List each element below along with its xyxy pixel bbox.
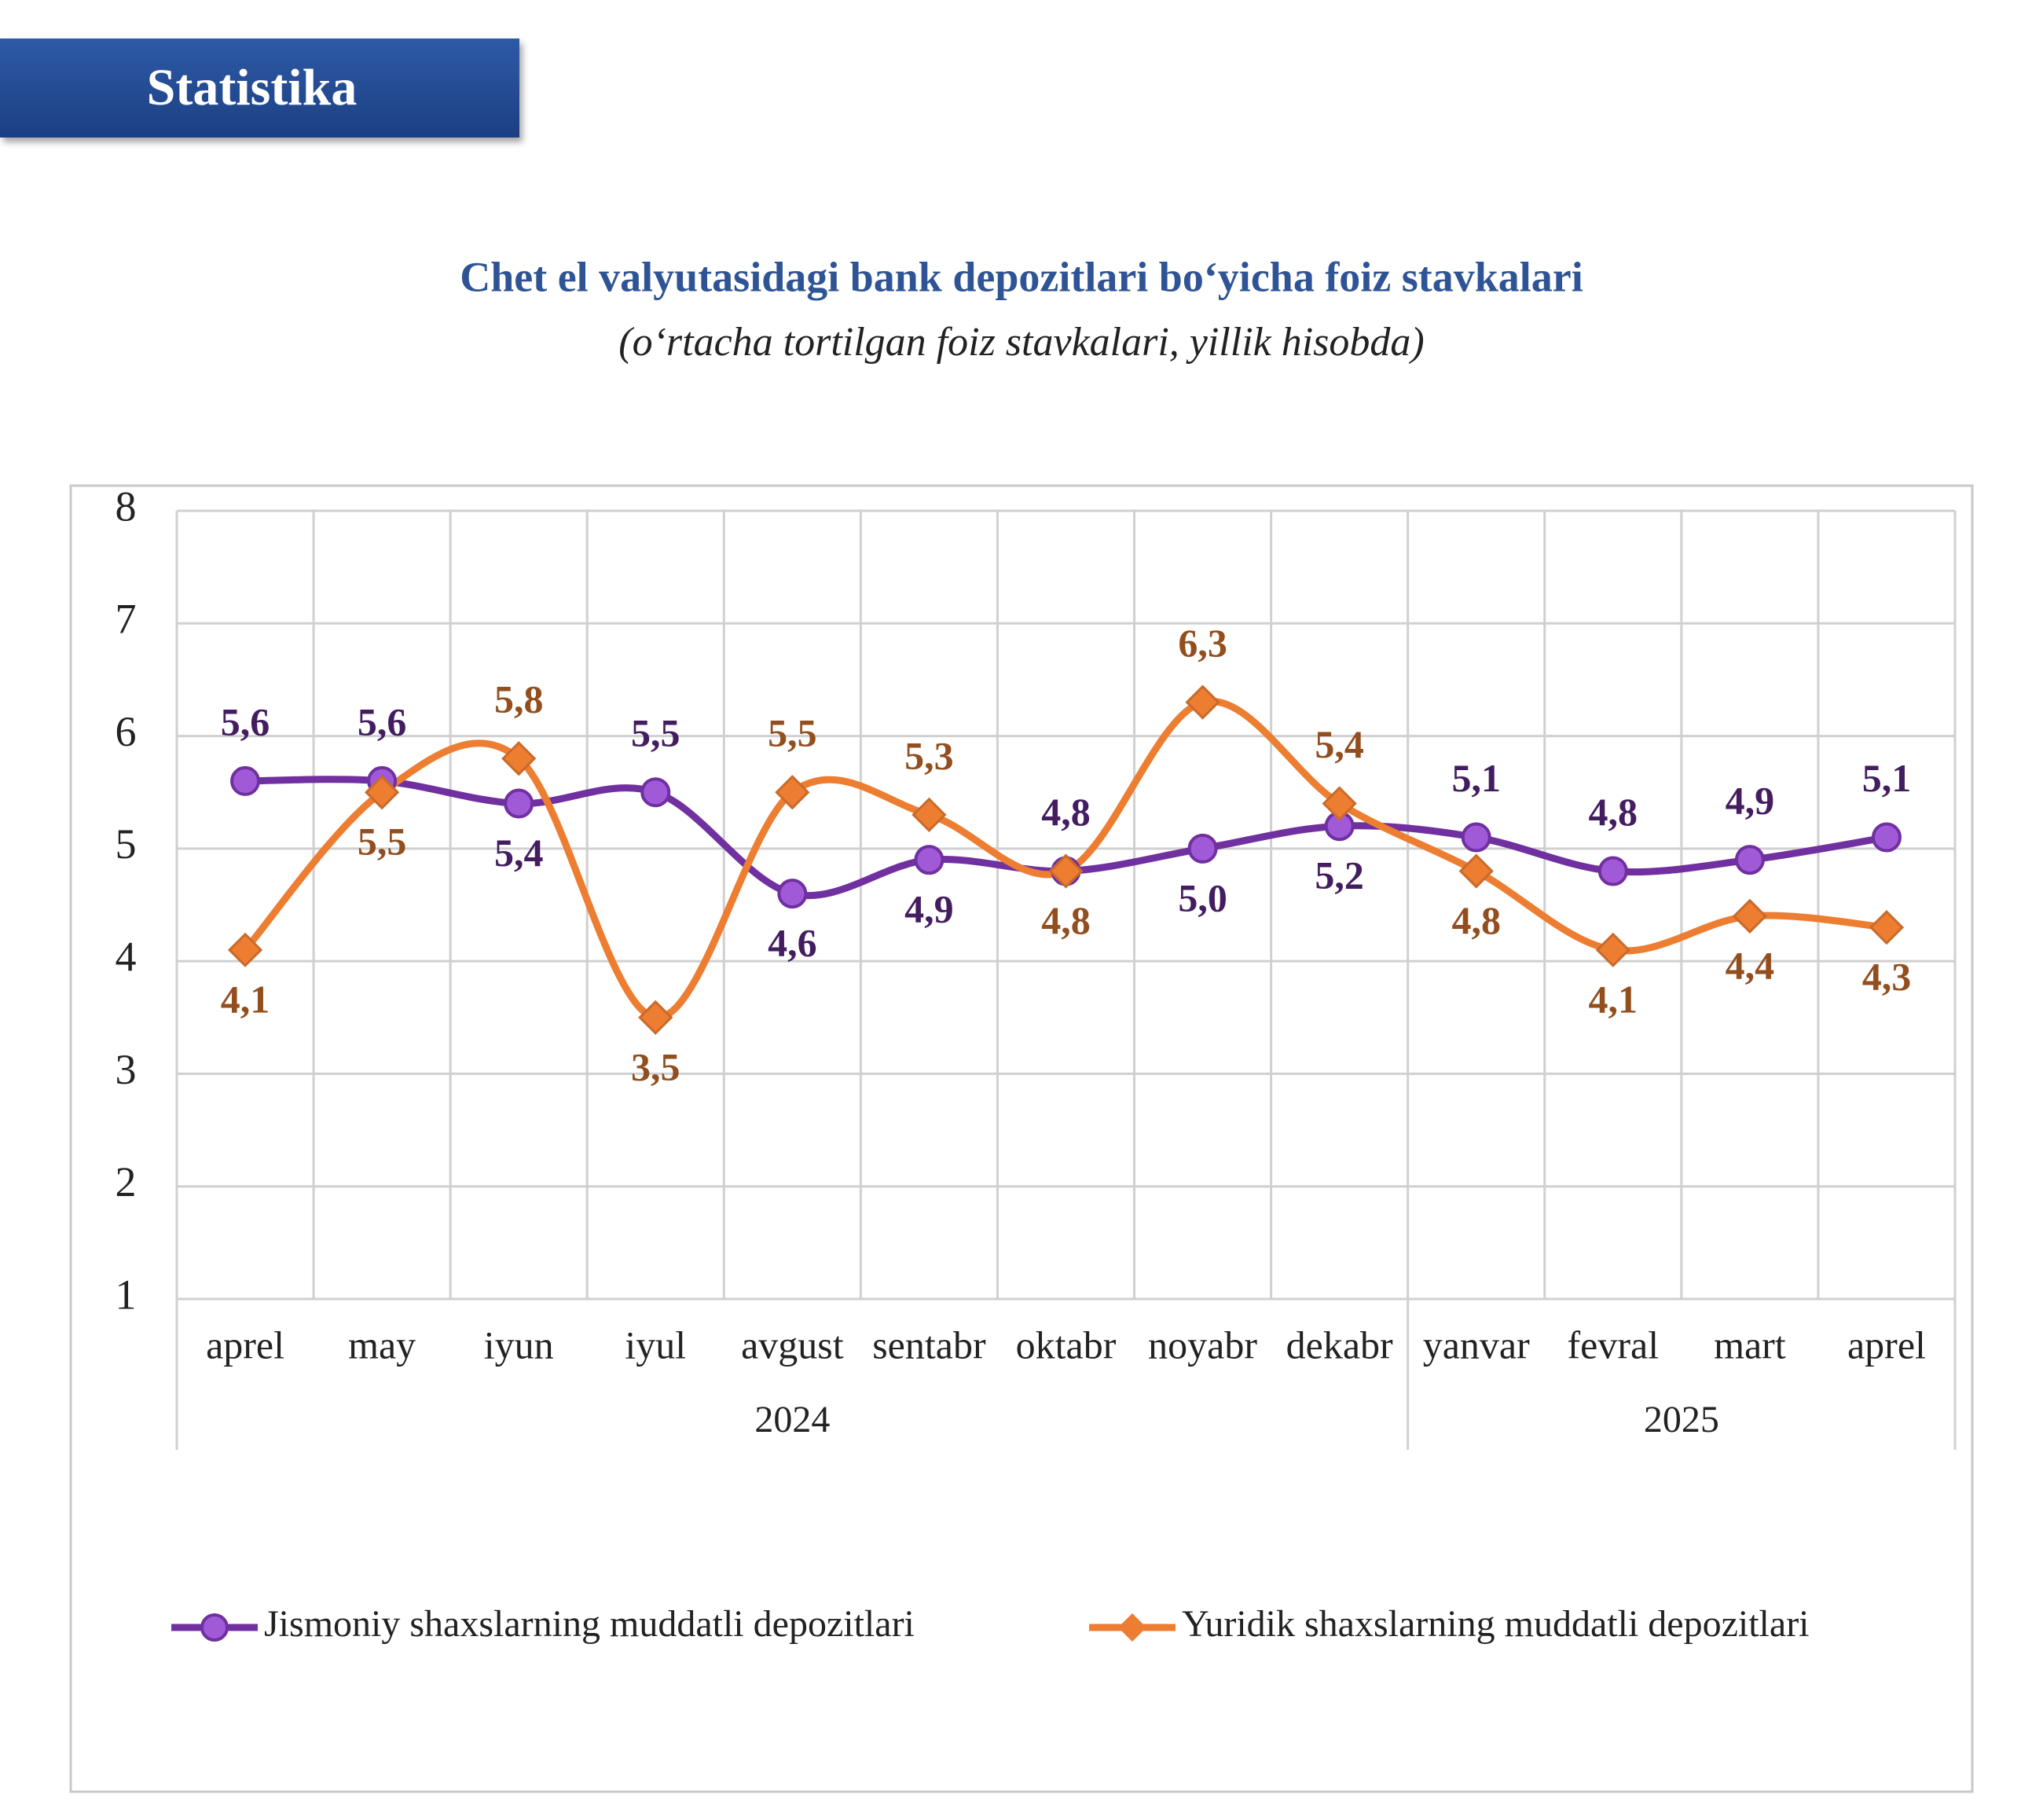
x-tick-label: oktabr (1016, 1323, 1117, 1367)
data-label: 5,4 (1315, 722, 1364, 766)
marker (1869, 910, 1905, 945)
data-label: 5,5 (358, 820, 407, 864)
marker (914, 845, 944, 875)
section-banner: Statistika (0, 39, 519, 138)
marker (1458, 853, 1494, 889)
marker (501, 741, 537, 776)
year-label: 2025 (1644, 1399, 1719, 1440)
data-label: 4,8 (1041, 790, 1091, 834)
x-tick-label: iyul (625, 1323, 686, 1367)
x-tick-label: avgust (741, 1323, 844, 1367)
x-tick-label: aprel (206, 1323, 284, 1367)
data-label: 4,9 (1726, 779, 1775, 823)
y-tick-label: 6 (116, 708, 137, 755)
marker (1048, 853, 1084, 889)
data-label: 4,4 (1726, 943, 1775, 987)
marker (911, 797, 947, 832)
data-label: 4,6 (768, 921, 817, 965)
y-tick-label: 8 (116, 483, 137, 530)
data-label: 5,2 (1315, 853, 1364, 897)
x-tick-label: yanvar (1423, 1323, 1530, 1367)
marker (227, 932, 263, 967)
x-tick-label: may (348, 1323, 416, 1367)
y-tick-label: 2 (116, 1158, 137, 1205)
data-label: 4,1 (1589, 977, 1638, 1021)
data-label: 4,3 (1862, 955, 1912, 999)
marker (1597, 856, 1628, 886)
y-tick-label: 3 (116, 1046, 137, 1093)
marker (504, 788, 534, 819)
y-tick-label: 4 (116, 934, 137, 981)
marker (640, 777, 671, 808)
legend-marker (1118, 1613, 1146, 1642)
y-tick-label: 1 (116, 1271, 137, 1318)
data-label: 5,0 (1178, 875, 1227, 919)
chart-title: Chet el valyutasidagi bank depozitlari b… (460, 253, 1583, 300)
data-label: 4,8 (1041, 898, 1091, 942)
marker (777, 879, 808, 909)
chart-frame (69, 484, 1974, 1793)
marker (1187, 833, 1218, 864)
x-tick-label: noyabr (1148, 1323, 1257, 1367)
marker (1461, 822, 1491, 853)
marker (1734, 845, 1765, 875)
data-label: 5,5 (631, 711, 680, 755)
marker (230, 765, 261, 796)
data-label: 5,1 (1862, 756, 1912, 800)
marker (1322, 786, 1357, 821)
marker (638, 1000, 673, 1035)
legend-label: Jismoniy shaxslarning muddatli depozitla… (264, 1603, 915, 1645)
x-tick-label: iyun (484, 1323, 554, 1367)
legend-label: Yuridik shaxslarning muddatli depozitlar… (1182, 1603, 1810, 1645)
marker (1871, 822, 1902, 853)
data-label: 5,6 (358, 699, 407, 743)
year-label: 2024 (754, 1399, 830, 1440)
x-tick-label: dekabr (1286, 1323, 1393, 1367)
marker (775, 775, 810, 810)
data-label: 3,5 (631, 1044, 680, 1088)
data-label: 5,1 (1451, 756, 1501, 800)
data-label: 4,8 (1589, 790, 1638, 834)
x-tick-label: aprel (1847, 1323, 1926, 1367)
marker (1732, 898, 1768, 934)
x-tick-label: mart (1714, 1323, 1786, 1367)
data-label: 4,9 (904, 887, 954, 931)
chart-subtitle: (o‘rtacha tortilgan foiz stavkalari, yil… (618, 320, 1424, 365)
data-label: 5,5 (768, 711, 817, 755)
data-label: 5,4 (494, 831, 544, 875)
marker (1185, 684, 1220, 720)
x-tick-label: sentabr (872, 1323, 986, 1367)
y-tick-label: 5 (116, 820, 137, 868)
y-tick-label: 7 (116, 596, 137, 643)
data-label: 5,3 (904, 733, 954, 777)
data-label: 4,8 (1451, 898, 1501, 942)
legend-marker (200, 1613, 229, 1642)
data-label: 4,1 (221, 977, 270, 1021)
data-label: 6,3 (1178, 621, 1227, 665)
marker (364, 775, 400, 810)
data-label: 5,6 (221, 699, 270, 743)
marker (1595, 932, 1630, 967)
data-label: 5,8 (494, 677, 544, 721)
x-tick-label: fevral (1568, 1323, 1660, 1367)
